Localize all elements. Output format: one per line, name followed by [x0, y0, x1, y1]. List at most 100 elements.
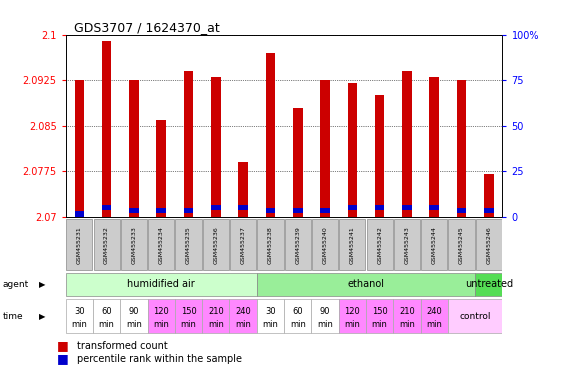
Text: 30: 30	[265, 307, 276, 316]
FancyBboxPatch shape	[202, 299, 230, 333]
Bar	[348, 205, 357, 210]
Text: GSM455237: GSM455237	[240, 226, 246, 264]
Text: 60: 60	[101, 307, 112, 316]
Text: 210: 210	[208, 307, 224, 316]
FancyBboxPatch shape	[284, 219, 311, 270]
Bar	[457, 80, 467, 217]
Bar	[293, 208, 303, 214]
Text: ▶: ▶	[39, 312, 45, 321]
Text: ■: ■	[57, 352, 69, 365]
FancyBboxPatch shape	[66, 299, 93, 333]
Text: agent: agent	[3, 280, 29, 289]
Bar	[129, 208, 139, 214]
Text: GDS3707 / 1624370_at: GDS3707 / 1624370_at	[74, 21, 220, 34]
Text: 120: 120	[154, 307, 169, 316]
Text: humidified air: humidified air	[127, 279, 195, 290]
Text: GSM455235: GSM455235	[186, 226, 191, 264]
Bar	[320, 208, 330, 214]
Bar	[293, 108, 303, 217]
FancyBboxPatch shape	[284, 299, 311, 333]
Text: GSM455246: GSM455246	[486, 226, 491, 264]
Bar	[156, 120, 166, 217]
Text: min: min	[399, 320, 415, 329]
Bar	[184, 208, 194, 214]
FancyBboxPatch shape	[475, 273, 502, 296]
FancyBboxPatch shape	[148, 219, 174, 270]
Bar	[75, 80, 84, 217]
Text: GSM455245: GSM455245	[459, 226, 464, 264]
Bar	[238, 205, 248, 210]
Bar	[266, 208, 275, 214]
Text: min: min	[71, 320, 87, 329]
Text: GSM455243: GSM455243	[404, 226, 409, 264]
Bar	[320, 80, 330, 217]
Text: min: min	[126, 320, 142, 329]
Text: min: min	[99, 320, 115, 329]
FancyBboxPatch shape	[66, 219, 93, 270]
FancyBboxPatch shape	[230, 219, 256, 270]
Text: GSM455234: GSM455234	[159, 226, 164, 264]
Bar	[238, 162, 248, 217]
Text: 60: 60	[292, 307, 303, 316]
FancyBboxPatch shape	[94, 219, 120, 270]
Bar	[266, 53, 275, 217]
Bar	[457, 208, 467, 214]
Bar	[211, 77, 220, 217]
Bar	[402, 71, 412, 217]
Bar	[375, 205, 384, 210]
FancyBboxPatch shape	[366, 299, 393, 333]
FancyBboxPatch shape	[230, 299, 257, 333]
Text: min: min	[290, 320, 305, 329]
Text: min: min	[180, 320, 196, 329]
Text: 150: 150	[372, 307, 388, 316]
Text: 210: 210	[399, 307, 415, 316]
FancyBboxPatch shape	[257, 299, 284, 333]
Text: GSM455231: GSM455231	[77, 226, 82, 264]
FancyBboxPatch shape	[257, 273, 475, 296]
Text: min: min	[427, 320, 442, 329]
Text: untreated: untreated	[465, 279, 513, 290]
Text: transformed count: transformed count	[77, 341, 168, 351]
Text: min: min	[263, 320, 278, 329]
Bar	[348, 83, 357, 217]
Text: GSM455241: GSM455241	[350, 226, 355, 264]
Text: 30: 30	[74, 307, 85, 316]
Bar	[402, 205, 412, 210]
Bar	[156, 208, 166, 214]
FancyBboxPatch shape	[203, 219, 229, 270]
Text: min: min	[235, 320, 251, 329]
FancyBboxPatch shape	[121, 219, 147, 270]
FancyBboxPatch shape	[93, 299, 120, 333]
Bar	[375, 95, 384, 217]
FancyBboxPatch shape	[311, 299, 339, 333]
Bar	[429, 205, 439, 210]
FancyBboxPatch shape	[367, 219, 393, 270]
Text: GSM455240: GSM455240	[323, 226, 328, 264]
FancyBboxPatch shape	[258, 219, 284, 270]
Bar	[102, 41, 111, 217]
FancyBboxPatch shape	[448, 299, 502, 333]
Text: control: control	[460, 312, 491, 321]
FancyBboxPatch shape	[312, 219, 338, 270]
Text: GSM455236: GSM455236	[214, 226, 218, 264]
Bar	[184, 71, 194, 217]
FancyBboxPatch shape	[448, 219, 475, 270]
FancyBboxPatch shape	[476, 219, 502, 270]
FancyBboxPatch shape	[175, 299, 202, 333]
Text: 90: 90	[128, 307, 139, 316]
FancyBboxPatch shape	[175, 219, 202, 270]
Text: GSM455242: GSM455242	[377, 226, 382, 264]
Text: min: min	[317, 320, 333, 329]
FancyBboxPatch shape	[394, 219, 420, 270]
Text: 240: 240	[235, 307, 251, 316]
Text: GSM455238: GSM455238	[268, 226, 273, 264]
FancyBboxPatch shape	[339, 219, 365, 270]
FancyBboxPatch shape	[421, 299, 448, 333]
Text: GSM455244: GSM455244	[432, 226, 437, 264]
Text: 120: 120	[344, 307, 360, 316]
Text: 240: 240	[427, 307, 442, 316]
Text: GSM455233: GSM455233	[131, 226, 136, 264]
Bar	[102, 205, 111, 210]
Bar	[129, 80, 139, 217]
Text: min: min	[344, 320, 360, 329]
